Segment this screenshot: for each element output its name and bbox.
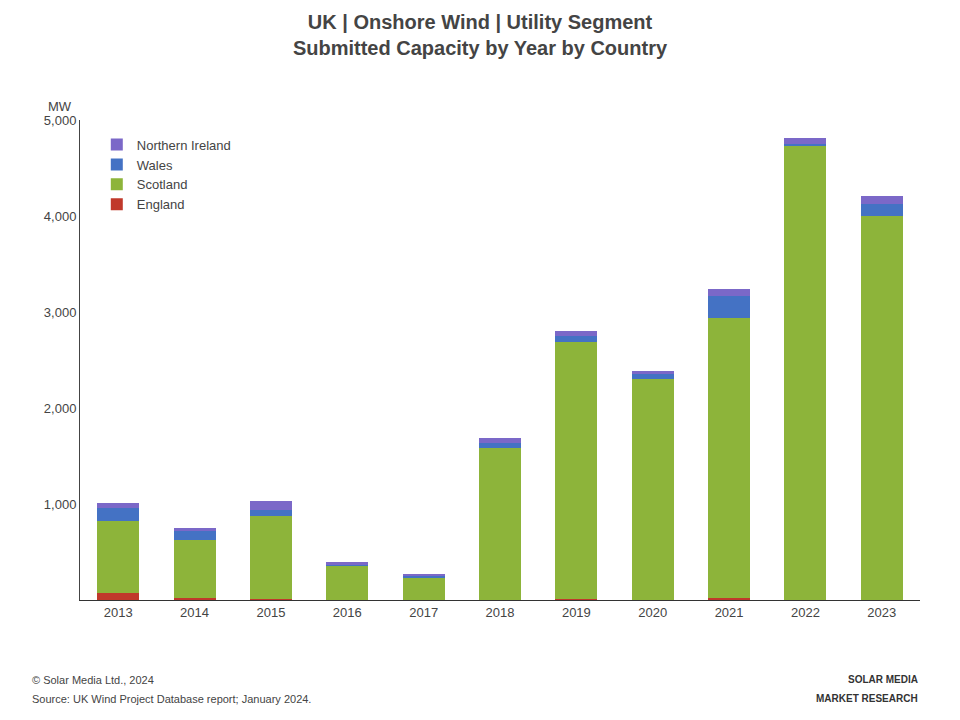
svg-text:© Solar Media Ltd., 2024: © Solar Media Ltd., 2024 bbox=[32, 674, 154, 686]
svg-text:2019: 2019 bbox=[562, 605, 591, 620]
svg-text:2022: 2022 bbox=[791, 605, 820, 620]
svg-text:2021: 2021 bbox=[715, 605, 744, 620]
svg-text:4,000: 4,000 bbox=[44, 209, 77, 224]
svg-text:2020: 2020 bbox=[638, 605, 667, 620]
svg-text:2016: 2016 bbox=[333, 605, 362, 620]
svg-text:UK | Onshore Wind | Utility Se: UK | Onshore Wind | Utility SegmentSubmi… bbox=[293, 11, 668, 59]
svg-text:2023: 2023 bbox=[867, 605, 896, 620]
svg-text:2015: 2015 bbox=[256, 605, 285, 620]
svg-text:MARKET RESEARCH: MARKET RESEARCH bbox=[816, 693, 918, 704]
svg-text:1,000: 1,000 bbox=[44, 497, 77, 512]
svg-text:2013: 2013 bbox=[104, 605, 133, 620]
svg-text:SOLAR MEDIA: SOLAR MEDIA bbox=[848, 674, 918, 685]
svg-text:MW: MW bbox=[48, 99, 72, 114]
svg-text:Source: UK Wind Project Databa: Source: UK Wind Project Database report;… bbox=[32, 693, 311, 705]
svg-text:3,000: 3,000 bbox=[44, 305, 77, 320]
svg-text:2017: 2017 bbox=[409, 605, 438, 620]
svg-text:England: England bbox=[137, 197, 185, 212]
svg-text:2014: 2014 bbox=[180, 605, 209, 620]
svg-text:2,000: 2,000 bbox=[44, 401, 77, 416]
svg-text:Northern Ireland: Northern Ireland bbox=[137, 138, 231, 153]
svg-text:5,000: 5,000 bbox=[44, 113, 77, 128]
svg-text:2018: 2018 bbox=[486, 605, 515, 620]
svg-text:Scotland: Scotland bbox=[137, 177, 188, 192]
svg-text:Wales: Wales bbox=[137, 158, 173, 173]
